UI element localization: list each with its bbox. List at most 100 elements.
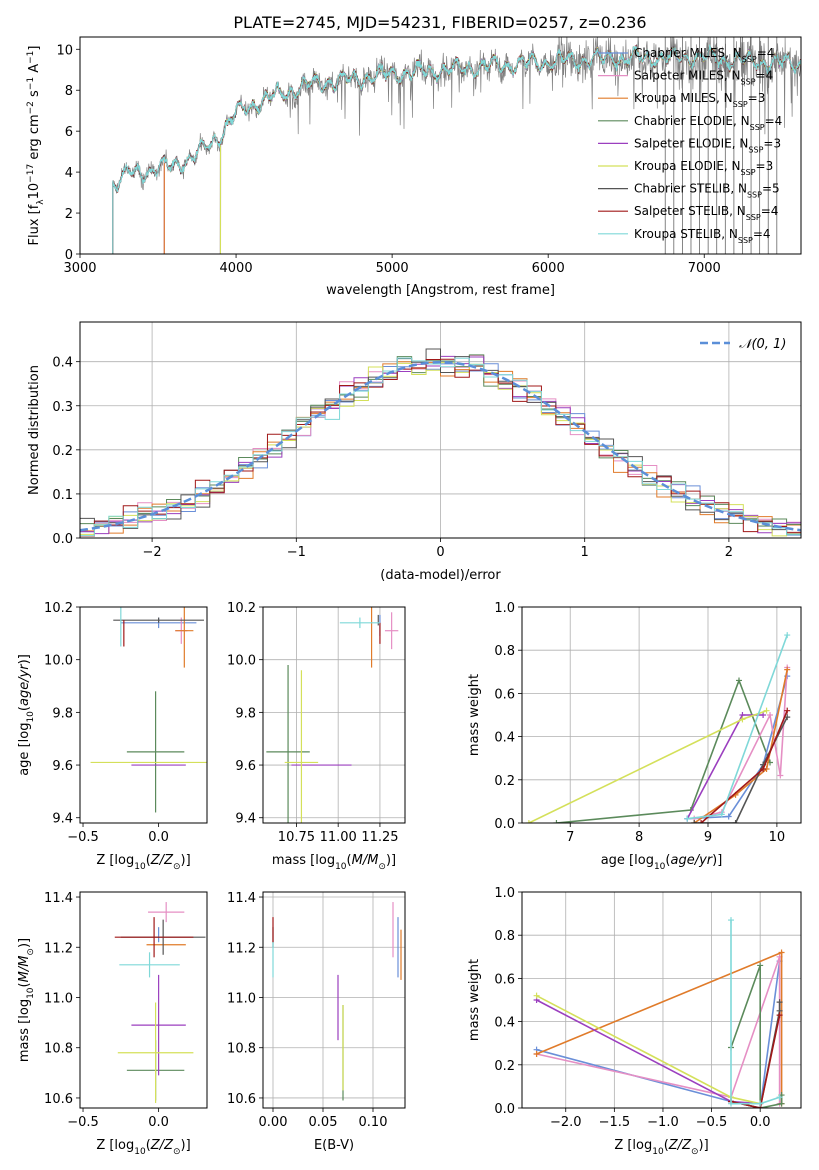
errorbar-point xyxy=(266,664,310,823)
axis-label-part: −17 xyxy=(26,164,36,183)
axis-label-part: −1 xyxy=(26,51,36,64)
legend-subscript: SSP xyxy=(741,77,756,86)
axis-label-part: 10 xyxy=(26,987,36,999)
y-tick-label: 2 xyxy=(65,207,73,222)
y-tick-label: 6 xyxy=(65,125,73,140)
axis-label-part: )] xyxy=(181,853,191,868)
legend-model-name: Salpeter MILES, N xyxy=(634,69,741,83)
legend-entry: 𝒩(0, 1) xyxy=(739,337,786,352)
weight-marker xyxy=(767,712,773,718)
y-tick-label: 0.6 xyxy=(494,972,515,987)
weight-marker xyxy=(728,1100,735,1107)
weight-line-chabrier-elodie xyxy=(556,678,771,823)
axis-label-part: Flux [f xyxy=(27,204,42,245)
axis-label-part: ( xyxy=(665,853,670,868)
legend-model-name: Chabrier MILES, N xyxy=(634,46,742,60)
weight-marker xyxy=(736,677,742,684)
weight-line-salpeter-elodie xyxy=(536,999,761,1105)
y-axis-label: mass weight xyxy=(467,674,482,756)
axis-label-part: 10 xyxy=(652,1147,664,1157)
legend-nssp: =4 xyxy=(765,114,783,128)
axis-label-part: 10 xyxy=(134,1147,146,1157)
axis-label-part: Z/Z xyxy=(668,1138,692,1153)
y-tick-label: 0.1 xyxy=(52,488,73,503)
weight-line-kroupa-elodie xyxy=(536,994,761,1105)
legend-entry: Kroupa MILES, NSSP=3 xyxy=(634,91,765,109)
y-tick-label: 11.4 xyxy=(44,891,73,906)
legend-nssp: =4 xyxy=(753,227,771,241)
y-tick-label: 9.8 xyxy=(235,706,256,721)
legend-subscript: SSP xyxy=(747,190,762,199)
x-tick-label: 0.0 xyxy=(750,1115,771,1130)
axis-label-part: mass [log xyxy=(272,853,335,868)
axis-label-part: ( xyxy=(146,853,151,868)
y-tick-label: 11.2 xyxy=(44,941,73,956)
legend-nssp: =3 xyxy=(748,91,766,105)
weight-line-chabrier-miles xyxy=(536,960,781,1108)
x-tick-label: 0.0 xyxy=(148,830,169,845)
axis-label-part: Z/Z xyxy=(150,853,174,868)
errorbar-point xyxy=(126,691,185,813)
axis-label-part: Z [log xyxy=(96,853,134,868)
legend-subscript: SSP xyxy=(750,122,765,131)
x-tick-label: −0.5 xyxy=(696,1115,728,1130)
axis-label-part: age [log xyxy=(601,853,654,868)
weight-marker xyxy=(777,772,784,779)
y-tick-label: 10.6 xyxy=(227,1092,256,1107)
axis-label-part: s xyxy=(27,90,42,101)
weight-marker xyxy=(784,666,791,673)
y-axis-label: mass weight xyxy=(467,959,482,1041)
y-tick-label: 0.0 xyxy=(494,817,515,832)
axes-frame xyxy=(79,606,208,824)
y-tick-label: 0.0 xyxy=(52,532,73,547)
y-tick-label: 4 xyxy=(65,166,73,181)
legend-entry: Salpeter STELIB, NSSP=4 xyxy=(634,204,778,222)
axis-label-part: ( xyxy=(664,1138,669,1153)
y-tick-label: 0.0 xyxy=(494,1102,515,1117)
y-tick-label: 0.8 xyxy=(494,644,515,659)
x-tick-label: 7 xyxy=(566,830,574,845)
plot-area xyxy=(525,632,791,823)
legend-subscript: SSP xyxy=(741,168,756,177)
x-tick-label: 0.10 xyxy=(359,1115,388,1130)
weight-line-kroupa-stelib xyxy=(730,920,780,1105)
x-tick-label: −2.0 xyxy=(550,1115,582,1130)
weight-line-kroupa-elodie xyxy=(528,709,767,823)
legend-subscript: SSP xyxy=(748,145,763,154)
x-tick-label: 2 xyxy=(725,545,733,560)
weight-marker xyxy=(691,820,698,823)
x-tick-label: 11.00 xyxy=(320,830,357,845)
plot-area xyxy=(114,902,206,1103)
axis-label-part: M/M xyxy=(17,956,32,983)
errorbar-point xyxy=(148,902,185,923)
figure-title: PLATE=2745, MJD=54231, FIBERID=0257, z=0… xyxy=(233,13,646,32)
y-tick-label: 10.8 xyxy=(227,1042,256,1057)
axis-label-part: ] xyxy=(27,46,42,51)
axes-frame xyxy=(521,891,802,1109)
axis-label-part: age/yr xyxy=(670,853,713,868)
legend-entry: Chabrier ELODIE, NSSP=4 xyxy=(634,114,782,132)
y-tick-label: 0.2 xyxy=(494,1059,515,1074)
weight-marker xyxy=(776,1012,783,1019)
axis-label-part: Z/Z xyxy=(150,1138,174,1153)
errorbar-point xyxy=(117,1002,194,1103)
y-tick-label: 9.4 xyxy=(235,812,256,827)
y-axis-label: mass [log10(M/M⊙)] xyxy=(17,938,36,1062)
y-tick-label: 0.6 xyxy=(494,687,515,702)
axis-label-part: 10 xyxy=(134,862,146,872)
errorbar-point xyxy=(114,917,194,958)
axis-label-part: −2 xyxy=(26,101,36,114)
x-tick-label: 0.05 xyxy=(309,1115,338,1130)
x-axis-label: age [log10(age/yr)] xyxy=(601,853,723,872)
plot-area xyxy=(272,902,402,1101)
plot-area xyxy=(112,37,801,254)
y-tick-label: 0.4 xyxy=(494,1016,515,1031)
x-tick-label: 8 xyxy=(635,830,643,845)
legend-entry: Salpeter ELODIE, NSSP=3 xyxy=(634,136,781,154)
plot-area xyxy=(533,917,785,1108)
legend-subscript: SSP xyxy=(733,100,748,109)
errorbar-point xyxy=(113,617,204,623)
y-tick-label: 0.8 xyxy=(494,929,515,944)
x-tick-label: −1.5 xyxy=(599,1115,631,1130)
y-tick-label: 10 xyxy=(56,43,73,58)
